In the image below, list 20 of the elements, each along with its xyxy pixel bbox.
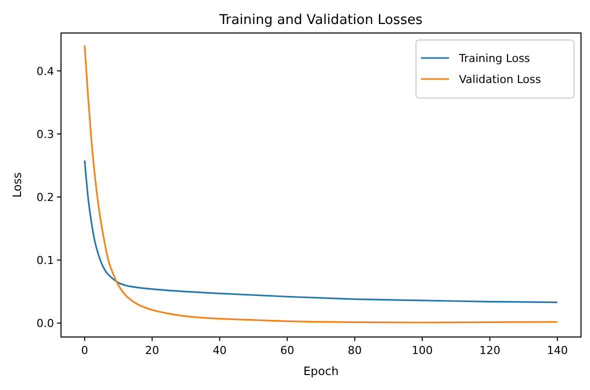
x-tick-label: 0 [81,344,88,357]
x-tick-label: 60 [280,344,294,357]
y-axis-title: Loss [10,172,24,198]
line-series [84,44,558,324]
legend-label: Training Loss [458,52,530,65]
x-tick-label: 100 [412,344,433,357]
legend-label: Validation Loss [459,73,542,86]
y-tick-label: 0.1 [36,254,54,268]
y-tick-label: 0.2 [36,190,54,204]
x-axis-title: Epoch [303,364,339,378]
chart-title: Training and Validation Losses [218,12,423,28]
y-tick-label: 0.3 [36,128,54,141]
y-tick-label: 0.4 [36,64,54,78]
y-tick-label: 0.0 [36,317,54,330]
x-tick-label: 40 [212,344,227,357]
x-tick-label: 140 [546,344,568,357]
x-tick-label: 120 [479,344,500,357]
line-series [84,160,558,304]
x-tick-label: 20 [145,344,160,357]
x-tick-label: 80 [348,344,362,357]
